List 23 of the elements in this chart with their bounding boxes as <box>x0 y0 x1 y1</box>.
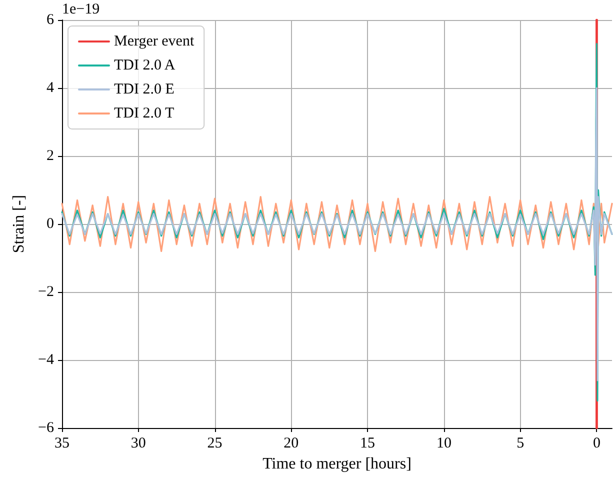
x-tick-label: 25 <box>207 436 222 452</box>
y-tick-label: −2 <box>38 284 54 300</box>
line-series <box>61 196 613 252</box>
x-tick-label: 35 <box>54 436 70 452</box>
x-axis-title: Time to merger [hours] <box>262 455 412 472</box>
legend-label: TDI 2.0 A <box>114 58 176 74</box>
legend-label: TDI 2.0 T <box>114 106 174 122</box>
y-axis-title: Strain [-] <box>10 194 28 254</box>
y-tick-label: −6 <box>38 420 54 436</box>
x-tick-label: 10 <box>436 436 452 452</box>
x-tick-label: 15 <box>360 436 376 452</box>
y-tick-label: 0 <box>46 216 54 232</box>
y-tick-label: −4 <box>38 352 54 368</box>
legend-label: TDI 2.0 E <box>114 82 174 98</box>
text: 1e−19 <box>62 2 100 18</box>
legend-label: Merger event <box>114 34 195 50</box>
x-tick-label: 30 <box>130 436 146 452</box>
x-tick-label: 5 <box>516 436 524 452</box>
y-tick-label: 4 <box>46 80 54 96</box>
y-tick-label: 6 <box>46 12 54 28</box>
y-tick-label: 2 <box>46 148 54 164</box>
x-tick-label: 20 <box>284 436 299 452</box>
x-tick-label: 0 <box>592 436 600 452</box>
